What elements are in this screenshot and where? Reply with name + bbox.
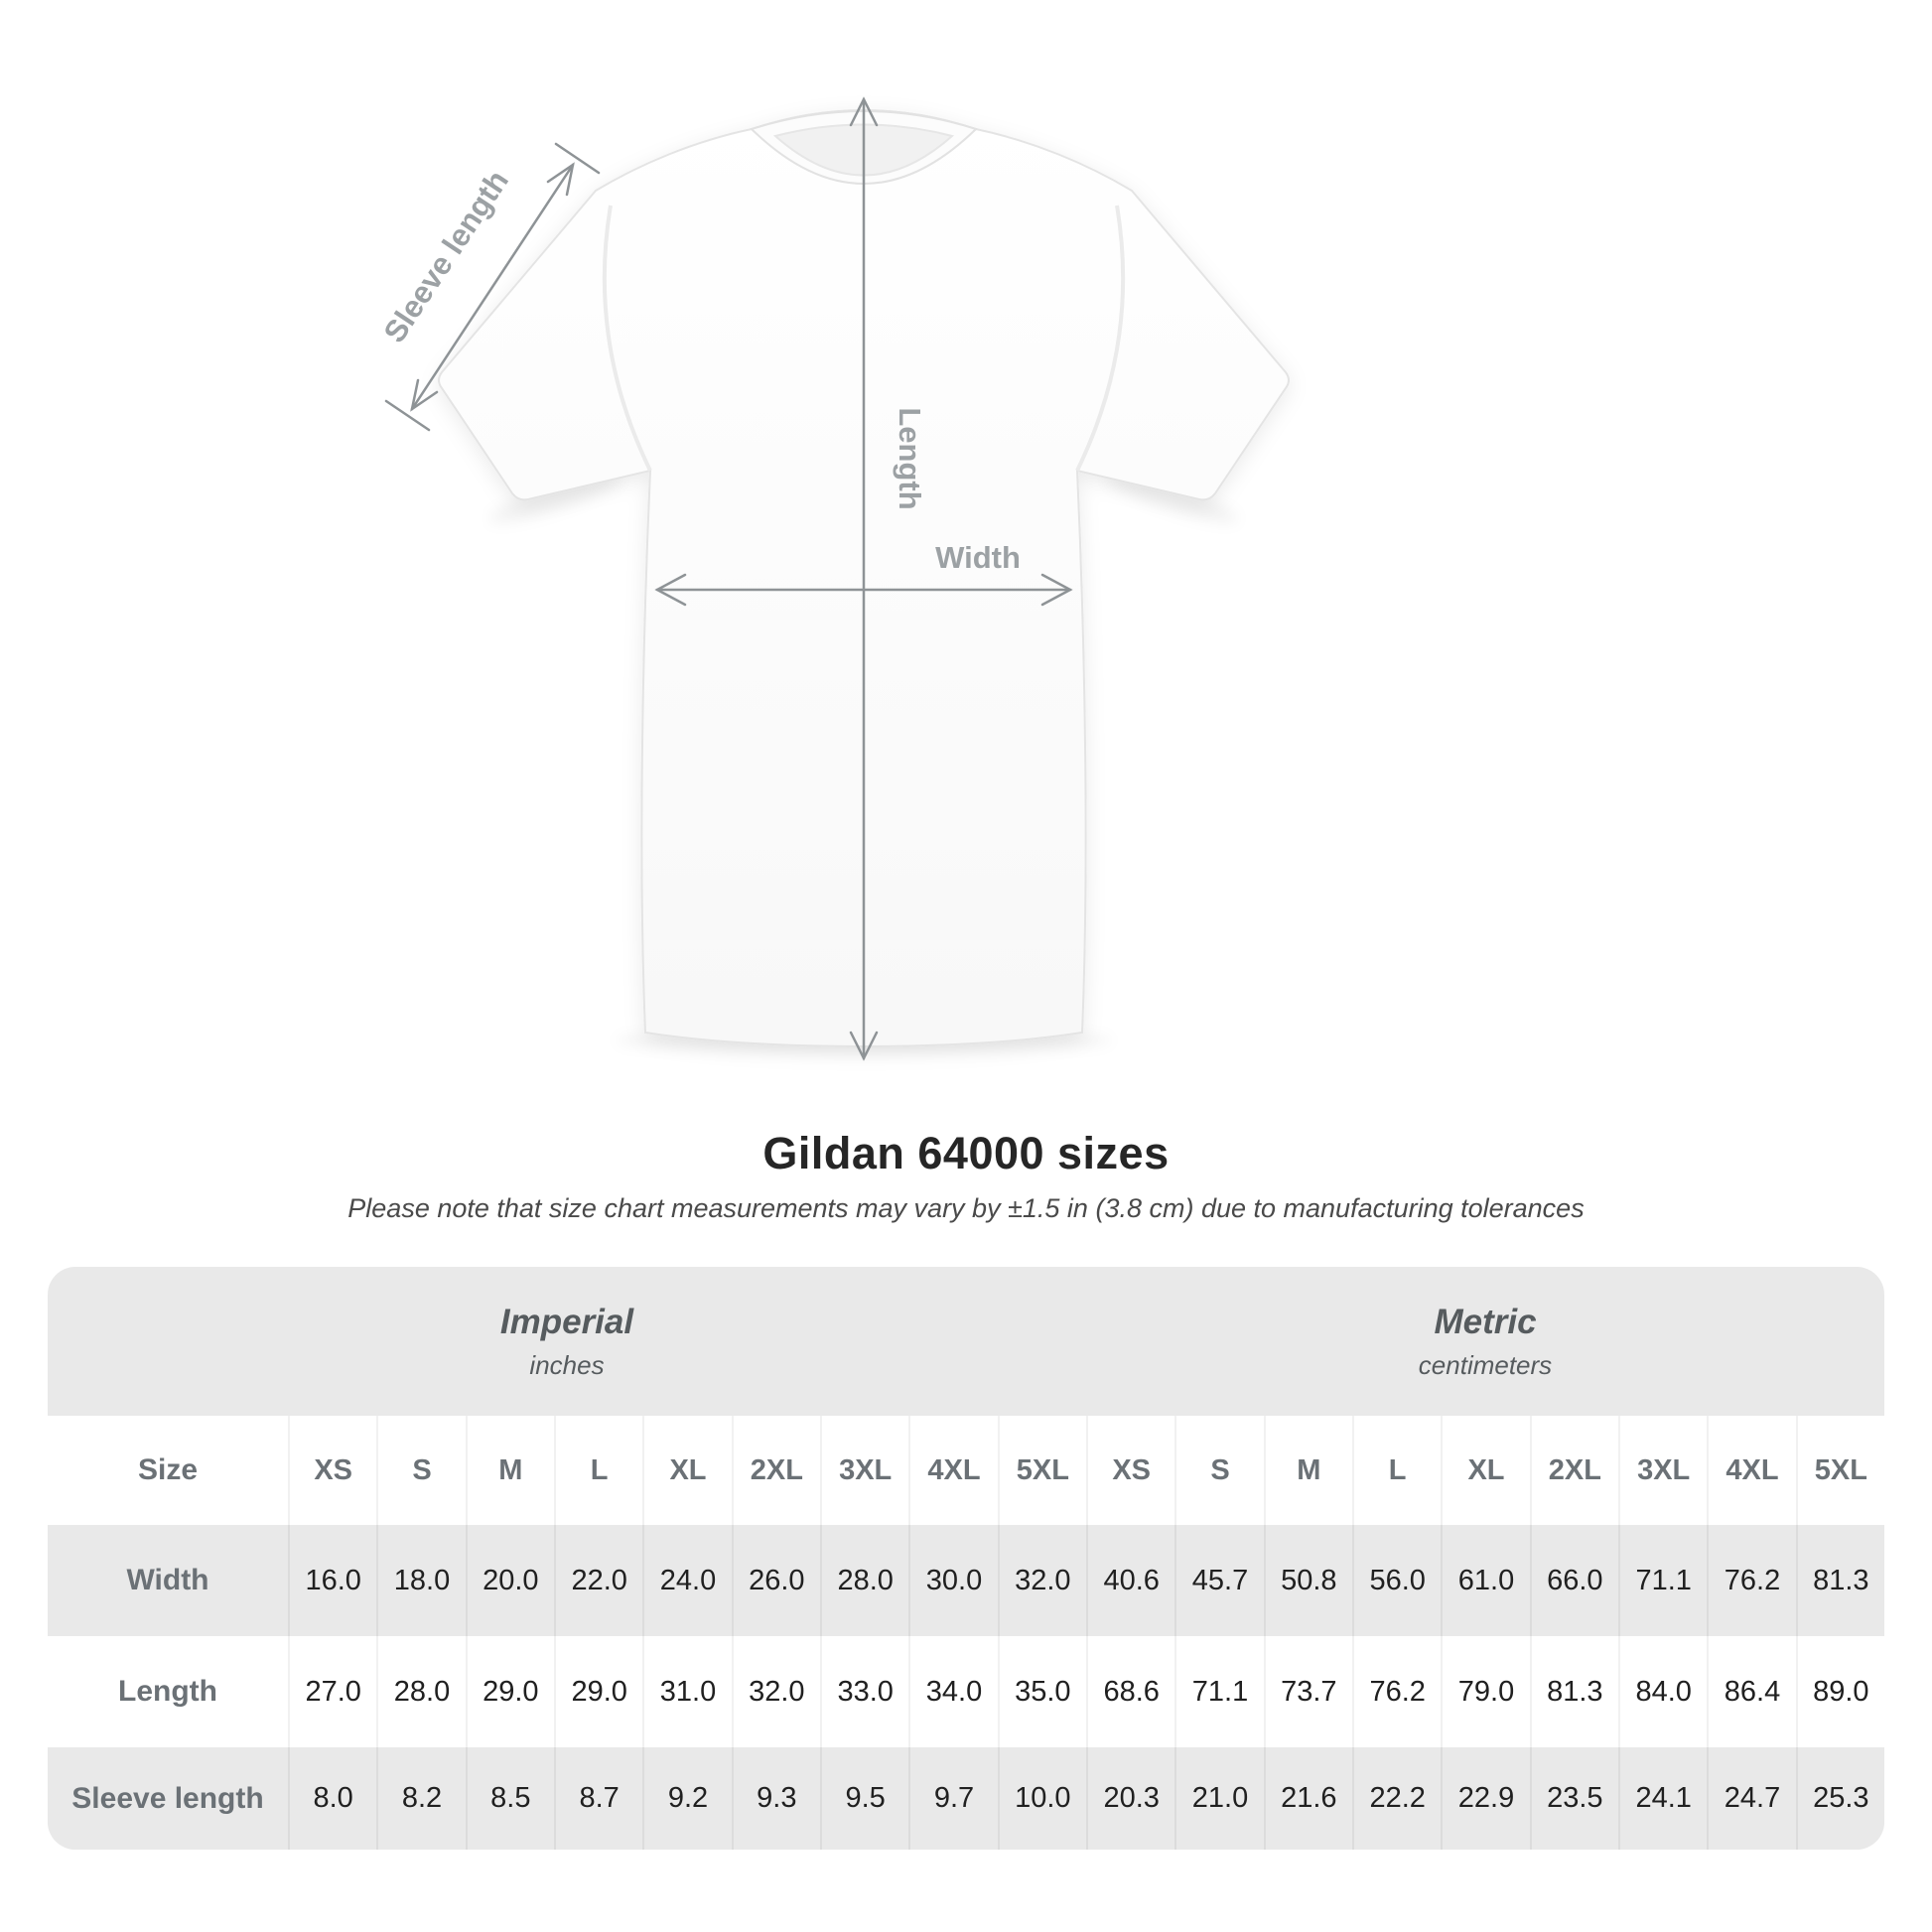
measurement-cell-metric: 40.6 <box>1086 1525 1175 1636</box>
measurement-cell-metric: 71.1 <box>1174 1636 1264 1747</box>
size-header-cell-imperial: 5XL <box>997 1416 1086 1525</box>
length-arrow <box>849 96 879 1061</box>
measurement-cell-metric: 23.5 <box>1529 1747 1618 1850</box>
size-header-cell-metric: XL <box>1441 1416 1530 1525</box>
measurement-cell-metric: 56.0 <box>1352 1525 1442 1636</box>
measurement-cell-metric: 76.2 <box>1352 1636 1442 1747</box>
measurement-cell-metric: 20.3 <box>1086 1747 1175 1850</box>
size-header-cell-imperial: 3XL <box>820 1416 909 1525</box>
measurement-cell-imperial: 8.2 <box>376 1747 466 1850</box>
measurement-cell-metric: 22.2 <box>1352 1747 1442 1850</box>
measurement-cell-imperial: 8.7 <box>554 1747 643 1850</box>
size-header-cell-metric: M <box>1263 1416 1352 1525</box>
measurement-cell-imperial: 34.0 <box>908 1636 998 1747</box>
measurement-cell-metric: 22.9 <box>1441 1747 1530 1850</box>
size-header-cell-imperial: XL <box>642 1416 732 1525</box>
measurement-cell-imperial: 35.0 <box>997 1636 1086 1747</box>
size-header-cell-imperial: 2XL <box>731 1416 820 1525</box>
measurement-cell-imperial: 8.5 <box>465 1747 554 1850</box>
width-arrow <box>654 573 1073 607</box>
row-label: Sleeve length <box>48 1747 288 1850</box>
measurement-cell-imperial: 28.0 <box>820 1525 909 1636</box>
size-header-cell-metric: L <box>1352 1416 1442 1525</box>
measurement-cell-metric: 68.6 <box>1086 1636 1175 1747</box>
size-header-cell-imperial: M <box>465 1416 554 1525</box>
measurement-cell-imperial: 9.5 <box>820 1747 909 1850</box>
measurement-cell-metric: 66.0 <box>1529 1525 1618 1636</box>
measurement-cell-metric: 24.7 <box>1707 1747 1796 1850</box>
size-header-cell-imperial: S <box>376 1416 466 1525</box>
measurement-cell-imperial: 18.0 <box>376 1525 466 1636</box>
size-header-cell-metric: 4XL <box>1707 1416 1796 1525</box>
measurement-cell-metric: 21.6 <box>1263 1747 1352 1850</box>
metric-unit: centimeters <box>1418 1349 1553 1380</box>
size-table: Imperial inches Metric centimeters Size X… <box>48 1267 1884 1850</box>
measurement-grid: Size XS S M L XL 2XL 3XL 4XL 5XL XS S M L XL 2XL 3XL 4XL 5… <box>48 1416 1884 1850</box>
imperial-unit: inches <box>529 1349 605 1380</box>
metric-label: Metric <box>1434 1302 1537 1341</box>
measurement-cell-metric: 76.2 <box>1707 1525 1796 1636</box>
measurement-cell-imperial: 26.0 <box>731 1525 820 1636</box>
measurement-cell-imperial: 32.0 <box>731 1636 820 1747</box>
size-column-header: Size <box>48 1416 288 1525</box>
measurement-cell-imperial: 10.0 <box>997 1747 1086 1850</box>
measurement-cell-metric: 73.7 <box>1263 1636 1352 1747</box>
measurement-cell-imperial: 9.7 <box>908 1747 998 1850</box>
measurement-cell-imperial: 31.0 <box>642 1636 732 1747</box>
sleeve-length-arrow <box>384 142 601 432</box>
size-header-cell-imperial: 4XL <box>908 1416 998 1525</box>
measurement-cell-metric: 89.0 <box>1795 1636 1884 1747</box>
measurement-cell-imperial: 9.3 <box>731 1747 820 1850</box>
length-label: Length <box>893 407 927 509</box>
heading: Gildan 64000 sizes Please note that size… <box>0 1128 1932 1225</box>
tolerance-note: Please note that size chart measurements… <box>347 1193 1585 1223</box>
measurement-cell-metric: 81.3 <box>1529 1636 1618 1747</box>
size-header-cell-metric: XS <box>1086 1416 1175 1525</box>
measurement-cell-imperial: 24.0 <box>642 1525 732 1636</box>
measurement-cell-imperial: 28.0 <box>376 1636 466 1747</box>
measurement-cell-imperial: 22.0 <box>554 1525 643 1636</box>
row-label: Width <box>48 1525 288 1636</box>
tshirt-diagram: Sleeve length Length Width <box>376 96 1290 1061</box>
measurement-cell-imperial: 8.0 <box>288 1747 377 1850</box>
imperial-label: Imperial <box>499 1302 634 1341</box>
unit-group-imperial: Imperial inches <box>48 1267 1086 1416</box>
page-title: Gildan 64000 sizes <box>762 1128 1170 1178</box>
size-header-cell-metric: 5XL <box>1795 1416 1884 1525</box>
measurement-cell-imperial: 32.0 <box>997 1525 1086 1636</box>
measurement-cell-imperial: 29.0 <box>554 1636 643 1747</box>
size-header-cell-imperial: XS <box>288 1416 377 1525</box>
unit-band: Imperial inches Metric centimeters <box>48 1267 1884 1416</box>
width-label: Width <box>935 540 1021 575</box>
measurement-cell-metric: 79.0 <box>1441 1636 1530 1747</box>
measurement-cell-imperial: 16.0 <box>288 1525 377 1636</box>
size-header-cell-imperial: L <box>554 1416 643 1525</box>
measurement-cell-imperial: 33.0 <box>820 1636 909 1747</box>
size-header-cell-metric: 3XL <box>1618 1416 1708 1525</box>
measurement-cell-metric: 50.8 <box>1263 1525 1352 1636</box>
measurement-cell-metric: 71.1 <box>1618 1525 1708 1636</box>
unit-group-metric: Metric centimeters <box>1086 1267 1884 1416</box>
measurement-cell-metric: 84.0 <box>1618 1636 1708 1747</box>
measurement-cell-metric: 81.3 <box>1795 1525 1884 1636</box>
size-header-cell-metric: 2XL <box>1529 1416 1618 1525</box>
measurement-cell-metric: 45.7 <box>1174 1525 1264 1636</box>
measurement-cell-metric: 24.1 <box>1618 1747 1708 1850</box>
size-header-cell-metric: S <box>1174 1416 1264 1525</box>
measurement-cell-imperial: 9.2 <box>642 1747 732 1850</box>
measurement-cell-metric: 21.0 <box>1174 1747 1264 1850</box>
measurement-cell-metric: 61.0 <box>1441 1525 1530 1636</box>
measurement-cell-metric: 86.4 <box>1707 1636 1796 1747</box>
measurement-cell-imperial: 20.0 <box>465 1525 554 1636</box>
measurement-cell-metric: 25.3 <box>1795 1747 1884 1850</box>
measurement-cell-imperial: 30.0 <box>908 1525 998 1636</box>
measurement-cell-imperial: 29.0 <box>465 1636 554 1747</box>
row-label: Length <box>48 1636 288 1747</box>
measurement-cell-imperial: 27.0 <box>288 1636 377 1747</box>
